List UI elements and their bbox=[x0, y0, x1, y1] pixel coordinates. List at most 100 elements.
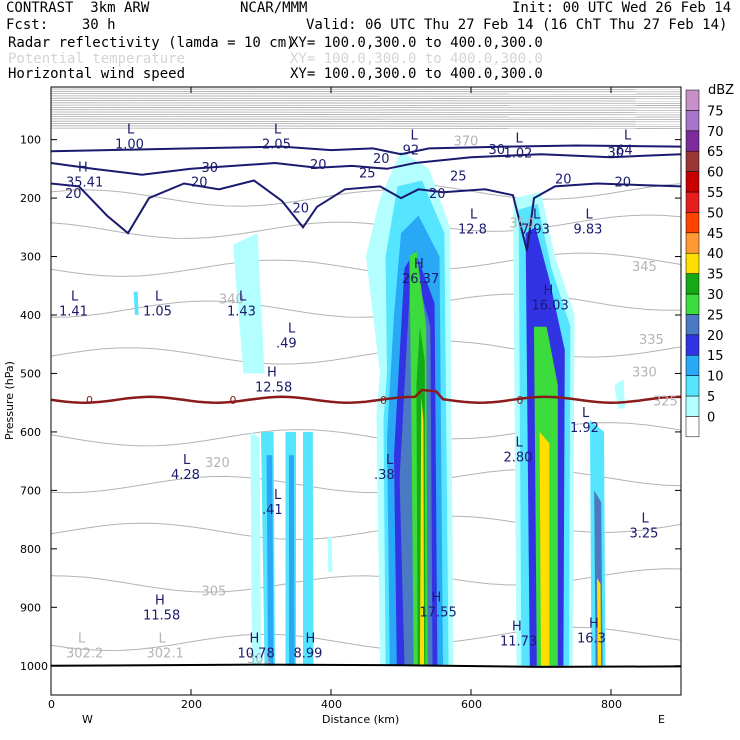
colorbar-swatch bbox=[685, 334, 700, 356]
colorbar-units: dBZ bbox=[708, 83, 734, 98]
extremum-value: .92 bbox=[399, 144, 420, 159]
wind-contour-label: 20 bbox=[293, 202, 310, 217]
extremum-value: 8.99 bbox=[294, 646, 323, 661]
reflectivity-region bbox=[327, 537, 333, 573]
extremum-value: 1.41 bbox=[59, 304, 88, 319]
extremum-marker: H bbox=[512, 620, 522, 635]
x-tick-label: 0 bbox=[48, 698, 55, 711]
extremum-value: 26.37 bbox=[402, 272, 439, 287]
y-tick-label: 300 bbox=[20, 251, 41, 264]
theta-contour-label: 340 bbox=[219, 292, 244, 307]
extremum-value: 2.80 bbox=[504, 450, 533, 465]
extremum-marker: H bbox=[306, 631, 316, 646]
wind-contour bbox=[50, 179, 682, 251]
extremum-marker: H bbox=[432, 590, 442, 605]
colorbar-swatch bbox=[685, 314, 700, 336]
colorbar-swatch bbox=[685, 110, 700, 132]
extremum-marker: L bbox=[386, 453, 394, 468]
extremum-value: .49 bbox=[276, 336, 297, 351]
freezing-level-label: 0 bbox=[380, 394, 387, 407]
extremum-marker: H bbox=[589, 617, 599, 632]
theta-line bbox=[50, 90, 682, 93]
theta-contour-label: 305 bbox=[202, 585, 227, 600]
reflectivity-region bbox=[597, 578, 602, 666]
theta-contour bbox=[50, 214, 682, 239]
theta-contour-label: 370 bbox=[454, 134, 479, 149]
extremum-value: 35.41 bbox=[66, 176, 103, 191]
reflectivity-region bbox=[303, 431, 314, 666]
wind-contour-label: 30 bbox=[608, 146, 625, 161]
theta-line bbox=[50, 113, 682, 116]
field-3-name: Horizontal wind speed bbox=[8, 66, 186, 82]
upper-theta-band bbox=[50, 88, 682, 129]
field-1-xy: XY= 100.0,300.0 to 400.0,300.0 bbox=[290, 35, 543, 51]
extremum-marker: L bbox=[624, 129, 632, 144]
y-tick-label: 700 bbox=[20, 484, 41, 497]
freezing-level-label: 0 bbox=[517, 394, 524, 407]
extremum-marker: L bbox=[642, 511, 650, 526]
theta-contour bbox=[50, 626, 682, 652]
extremum-marker: H bbox=[267, 365, 277, 380]
colorbar-label: 30 bbox=[707, 288, 724, 303]
reflectivity-field bbox=[133, 151, 625, 666]
theta-line bbox=[50, 100, 682, 102]
theta-line bbox=[50, 104, 682, 106]
extremum-marker: L bbox=[274, 123, 282, 138]
colorbar-label: 55 bbox=[707, 186, 724, 201]
freezing-level-line bbox=[50, 388, 681, 404]
reflectivity-region bbox=[233, 233, 265, 374]
wind-contour-label: 20 bbox=[373, 152, 390, 167]
theta-contour bbox=[50, 515, 682, 541]
x-tick-label: 800 bbox=[601, 698, 622, 711]
theta-line bbox=[50, 109, 682, 111]
extremum-marker: L bbox=[71, 289, 79, 304]
wind-contour-label: 20 bbox=[310, 158, 327, 173]
model-name: CONTRAST 3km ARW bbox=[6, 0, 150, 16]
extremum-value: 12.58 bbox=[255, 380, 292, 395]
wind-contour-label: 20 bbox=[615, 175, 632, 190]
y-tick-label: 200 bbox=[20, 192, 41, 205]
x-end-label-west: W bbox=[82, 713, 93, 726]
theta-line bbox=[50, 116, 682, 118]
y-tick-label: 900 bbox=[20, 601, 41, 614]
extremum-value: .41 bbox=[262, 503, 283, 518]
extremum-marker: L bbox=[288, 321, 296, 336]
theta-contour-label: 301 bbox=[247, 652, 272, 667]
extremum-value: 12.8 bbox=[458, 222, 487, 237]
extremum-marker: L bbox=[78, 631, 86, 646]
y-tick-label: 600 bbox=[20, 426, 41, 439]
valid-time: Valid: 06 UTC Thu 27 Feb 14 (16 ChT Thu … bbox=[306, 17, 728, 33]
theta-contour-label: 320 bbox=[205, 456, 230, 471]
theta-line bbox=[50, 127, 682, 129]
colorbar-label: 60 bbox=[707, 166, 724, 181]
theta-line bbox=[50, 95, 682, 97]
colorbar-swatch bbox=[685, 293, 700, 315]
extremum-marker: L bbox=[127, 123, 135, 138]
colorbar-swatch bbox=[685, 252, 700, 274]
colorbar-label: 10 bbox=[707, 370, 724, 385]
extremum-marker: H bbox=[414, 257, 424, 272]
colorbar-label: 45 bbox=[707, 227, 724, 242]
extremum-marker: L bbox=[274, 488, 282, 503]
theta-contour bbox=[50, 468, 682, 494]
colorbar-swatch bbox=[685, 171, 700, 193]
wind-contour-label: 30 bbox=[202, 161, 219, 176]
extremum-marker: L bbox=[183, 453, 191, 468]
extremum-value: 302.1 bbox=[147, 646, 184, 661]
extremum-marker: L bbox=[586, 207, 594, 222]
extremum-marker: L bbox=[239, 289, 247, 304]
y-tick-label: 500 bbox=[20, 367, 41, 380]
wind-contour-label: 20 bbox=[555, 172, 572, 187]
reflectivity-region bbox=[419, 396, 425, 666]
wind-contour-label: 20 bbox=[429, 187, 446, 202]
colorbar-swatch bbox=[685, 212, 700, 234]
extremum-value: 3.25 bbox=[630, 526, 659, 541]
reflectivity-region bbox=[266, 455, 274, 666]
x-tick-label: 400 bbox=[321, 698, 342, 711]
extremum-marker: L bbox=[470, 207, 478, 222]
colorbar-swatch bbox=[685, 375, 700, 397]
theta-contour bbox=[50, 183, 682, 207]
y-tick-label: 800 bbox=[20, 543, 41, 556]
